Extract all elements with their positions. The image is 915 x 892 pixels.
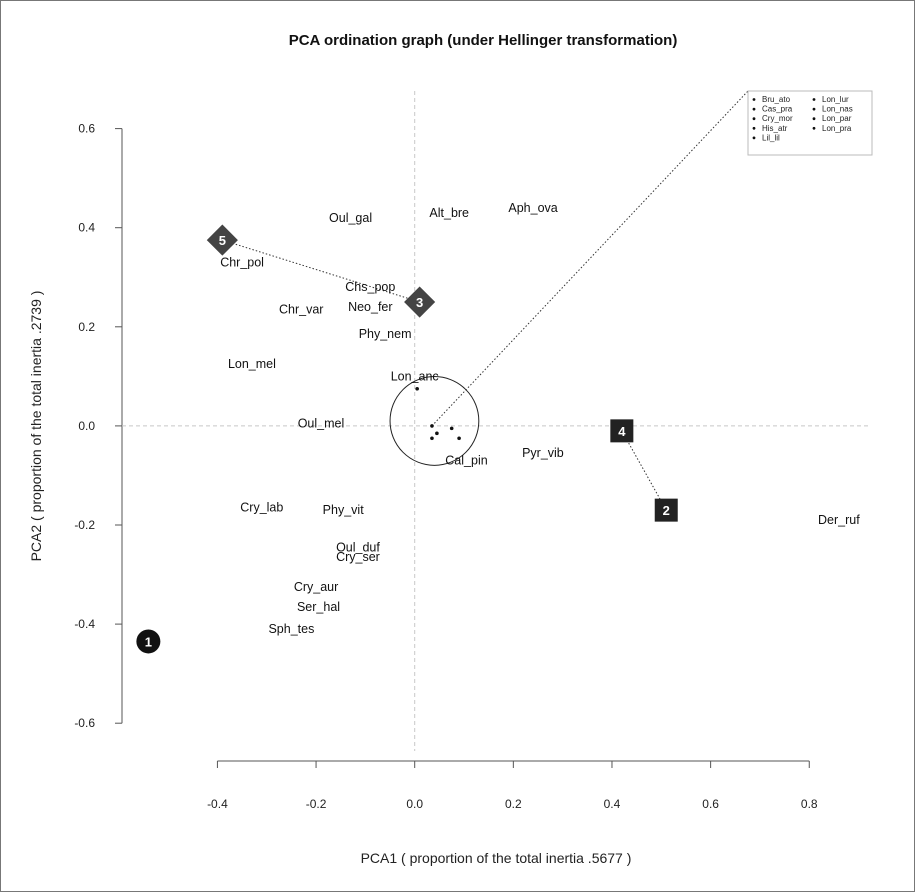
legend-entry: Lon_par <box>822 114 852 123</box>
marker-label: 1 <box>145 634 152 649</box>
y-tick-label: 0.6 <box>78 122 95 136</box>
x-tick-label: -0.4 <box>207 797 228 811</box>
marker-square <box>654 498 678 522</box>
x-tick-label: -0.2 <box>306 797 327 811</box>
marker-link <box>222 239 420 303</box>
legend-entry: Bru_ato <box>762 95 791 104</box>
species-label: Oul_duf <box>336 540 380 554</box>
cluster-ring <box>389 376 480 466</box>
legend-symbol <box>812 117 816 121</box>
legend-entry: Lon_nas <box>822 105 853 114</box>
legend-symbol <box>752 107 756 111</box>
species-label: Oul_gal <box>329 211 372 225</box>
cluster-point <box>435 431 439 436</box>
marker-link <box>621 430 667 511</box>
species-label: Chr_pol <box>220 255 264 269</box>
x-tick-label: 0.2 <box>505 797 522 811</box>
species-label: Aph_ova <box>508 201 557 215</box>
legend-entry: Lon_lur <box>822 95 849 104</box>
species-label: Der_ruf <box>818 513 860 527</box>
y-tick-label: 0.2 <box>78 320 95 334</box>
cluster-point <box>430 436 434 441</box>
legend-entry: Cry_mor <box>762 114 793 123</box>
species-label: Cry_ser <box>336 550 380 564</box>
cluster-point <box>449 426 454 431</box>
legend-symbol <box>752 136 756 140</box>
species-label: Ser_hal <box>297 600 340 614</box>
species-label: Cal_pin <box>445 454 487 468</box>
marker-circle <box>136 629 161 654</box>
y-tick-label: -0.4 <box>74 617 95 631</box>
marker-square <box>610 419 634 443</box>
marker-label: 2 <box>663 503 670 518</box>
x-tick-label: 0.4 <box>604 797 621 811</box>
species-label: Cry_aur <box>294 580 338 594</box>
legend-entry: His_atr <box>762 124 788 133</box>
species-label: Chs_pop <box>345 280 395 294</box>
x-tick-label: 0.6 <box>702 797 719 811</box>
cluster-circle <box>389 376 480 466</box>
species-label: Phy_nem <box>359 327 412 341</box>
legend-entry: Lil_lil <box>762 133 780 142</box>
legend-symbol <box>752 98 756 101</box>
species-label: Cry_lab <box>240 501 283 515</box>
species-label: Lon_anc <box>391 369 439 383</box>
species-labels: Aph_ova Alt_bre Oul_gal Chr_pol Chs_pop Neo_f… <box>220 201 860 636</box>
y-tick-label: 0.4 <box>78 221 95 235</box>
marker-label: 4 <box>618 424 626 439</box>
legend-box <box>747 90 873 156</box>
legend-symbol <box>752 117 756 121</box>
cluster-point <box>457 436 461 441</box>
cluster-legend-link <box>431 90 749 427</box>
legend-symbol <box>812 107 816 111</box>
cluster-point <box>415 386 419 391</box>
marker-label: 5 <box>219 233 226 248</box>
legend-symbol <box>812 126 816 130</box>
cluster-point <box>430 424 434 428</box>
species-label: Chr_var <box>279 302 323 316</box>
x-axis-label: PCA1 ( proportion of the total inertia .… <box>361 850 632 866</box>
species-label: Neo_fer <box>348 300 392 314</box>
chart-title: PCA ordination graph (under Hellinger tr… <box>289 32 678 49</box>
species-label: Oul_mel <box>298 416 345 430</box>
y-tick-label: -0.2 <box>74 518 95 532</box>
species-label: Pyr_vib <box>522 446 564 460</box>
species-label: Alt_bre <box>429 206 469 220</box>
species-label: Lon_mel <box>228 357 276 371</box>
legend-symbol <box>752 126 756 130</box>
y-tick-label: 0.0 <box>78 419 95 433</box>
species-label: Phy_vit <box>323 503 365 517</box>
marker-label: 3 <box>416 295 423 310</box>
legend-entry: Lon_pra <box>822 124 852 133</box>
zero-lines <box>122 91 871 751</box>
y-axis-label: PCA2 ( proportion of the total inertia .… <box>28 291 44 562</box>
marker-diamond <box>404 286 436 318</box>
marker-diamond <box>206 224 238 256</box>
site-markers: 1 2 3 4 5 <box>136 224 678 654</box>
legend-symbol <box>812 98 816 101</box>
x-tick-label: 0.8 <box>801 797 818 811</box>
legend-entry: Cas_pra <box>762 105 793 114</box>
y-tick-label: -0.6 <box>74 716 95 730</box>
species-label: Sph_tes <box>268 622 314 636</box>
marker-links <box>222 90 749 511</box>
x-tick-label: 0.0 <box>406 797 423 811</box>
